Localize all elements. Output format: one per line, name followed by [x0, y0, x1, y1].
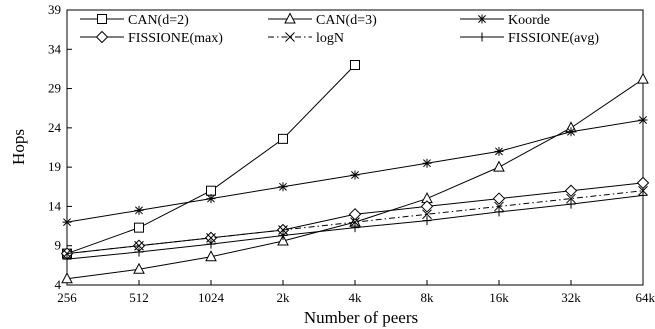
triangle-marker [133, 262, 145, 274]
plus-marker [477, 32, 487, 42]
plus-marker [350, 223, 360, 233]
x-tick-label: 256 [57, 290, 77, 305]
x-tick-label: 512 [129, 290, 149, 305]
triangle-marker [637, 72, 649, 84]
plus-marker [422, 216, 432, 226]
triangle-marker [61, 272, 73, 284]
cross-marker [494, 201, 504, 212]
series-FISSIONE(avg) [62, 190, 648, 264]
plus-marker [62, 254, 72, 264]
legend-label: CAN(d=2) [128, 13, 189, 28]
asterisk-marker [278, 182, 288, 192]
y-tick-label: 14 [48, 198, 62, 213]
diamond-marker [636, 176, 650, 190]
series-Koorde [62, 115, 648, 227]
square-marker [278, 133, 288, 144]
x-tick-label: 4k [349, 290, 363, 305]
plus-marker [638, 190, 648, 200]
legend-label: logN [316, 31, 344, 46]
legend-label: CAN(d=3) [316, 13, 377, 28]
legend-entry: CAN(d=2) [80, 13, 189, 28]
legend-entry: FISSIONE(max) [80, 30, 223, 46]
series-logN [62, 185, 648, 259]
y-axis-label: Hops [9, 129, 28, 165]
plus-marker [206, 239, 216, 249]
y-tick-label: 29 [48, 81, 61, 96]
square-marker [134, 222, 144, 233]
legend: CAN(d=2) CAN(d=3) Koorde FISSIONE(max) logN F… [80, 12, 599, 46]
legend-entry: Koorde [460, 13, 550, 28]
x-axis-label: Number of peers [304, 308, 418, 327]
cross-marker [285, 32, 295, 42]
y-tick-label: 39 [48, 2, 61, 17]
y-axis: 4 9 14 19 24 29 34 39 [48, 2, 72, 292]
x-axis: 256 512 1024 2k 4k 8k 16k 32k 64k [57, 280, 655, 305]
x-tick-label: 32k [561, 290, 581, 305]
diamond-marker [420, 200, 434, 213]
legend-label: FISSIONE(avg) [508, 31, 599, 46]
asterisk-marker [206, 194, 216, 204]
asterisk-marker [566, 127, 576, 137]
asterisk-marker [638, 115, 648, 125]
series-line [66, 64, 356, 255]
asterisk-marker [494, 146, 504, 156]
series-FISSIONE(max) [60, 176, 650, 260]
triangle-marker [277, 234, 289, 246]
diamond-marker [95, 30, 109, 44]
y-tick-label: 34 [48, 41, 62, 56]
y-tick-label: 24 [48, 120, 62, 135]
x-tick-label: 16k [489, 290, 509, 305]
legend-label: FISSIONE(max) [128, 31, 223, 46]
y-tick-label: 9 [55, 238, 62, 253]
plus-marker [134, 247, 144, 257]
asterisk-marker [350, 170, 360, 180]
square-marker [97, 14, 107, 24]
x-tick-label: 1024 [198, 290, 225, 305]
x-tick-label: 2k [277, 290, 291, 305]
cross-marker [350, 217, 360, 227]
legend-entry: FISSIONE(avg) [460, 31, 599, 46]
diamond-marker [348, 208, 362, 221]
cross-marker [278, 225, 288, 235]
cross-marker [206, 233, 216, 243]
square-marker [206, 185, 216, 196]
asterisk-marker [477, 14, 487, 24]
legend-entry: CAN(d=3) [268, 12, 377, 28]
triangle-marker [493, 160, 505, 172]
series-CAN(d=2) [62, 60, 360, 259]
cross-marker [638, 185, 648, 196]
diamond-marker [492, 192, 506, 205]
plus-marker [494, 207, 504, 217]
cross-marker [566, 193, 576, 204]
plus-marker [566, 199, 576, 209]
cross-marker [134, 240, 144, 251]
legend-label: Koorde [508, 13, 550, 28]
series-line [66, 190, 644, 255]
legend-entry: logN [268, 31, 344, 46]
x-tick-label: 64k [636, 290, 655, 305]
asterisk-marker [62, 217, 72, 227]
diamond-marker [564, 184, 578, 197]
triangle-marker [284, 12, 296, 24]
y-tick-label: 19 [48, 159, 61, 174]
cross-marker [62, 248, 72, 259]
series-CAN(d=3) [61, 72, 649, 284]
asterisk-marker [422, 158, 432, 168]
triangle-marker [205, 250, 217, 262]
square-marker [350, 60, 360, 70]
asterisk-marker [134, 205, 144, 215]
series-layer [60, 60, 650, 284]
plus-marker [278, 231, 288, 240]
x-tick-label: 8k [421, 290, 435, 305]
y-tick-label: 4 [55, 277, 62, 292]
cross-marker [422, 209, 432, 220]
